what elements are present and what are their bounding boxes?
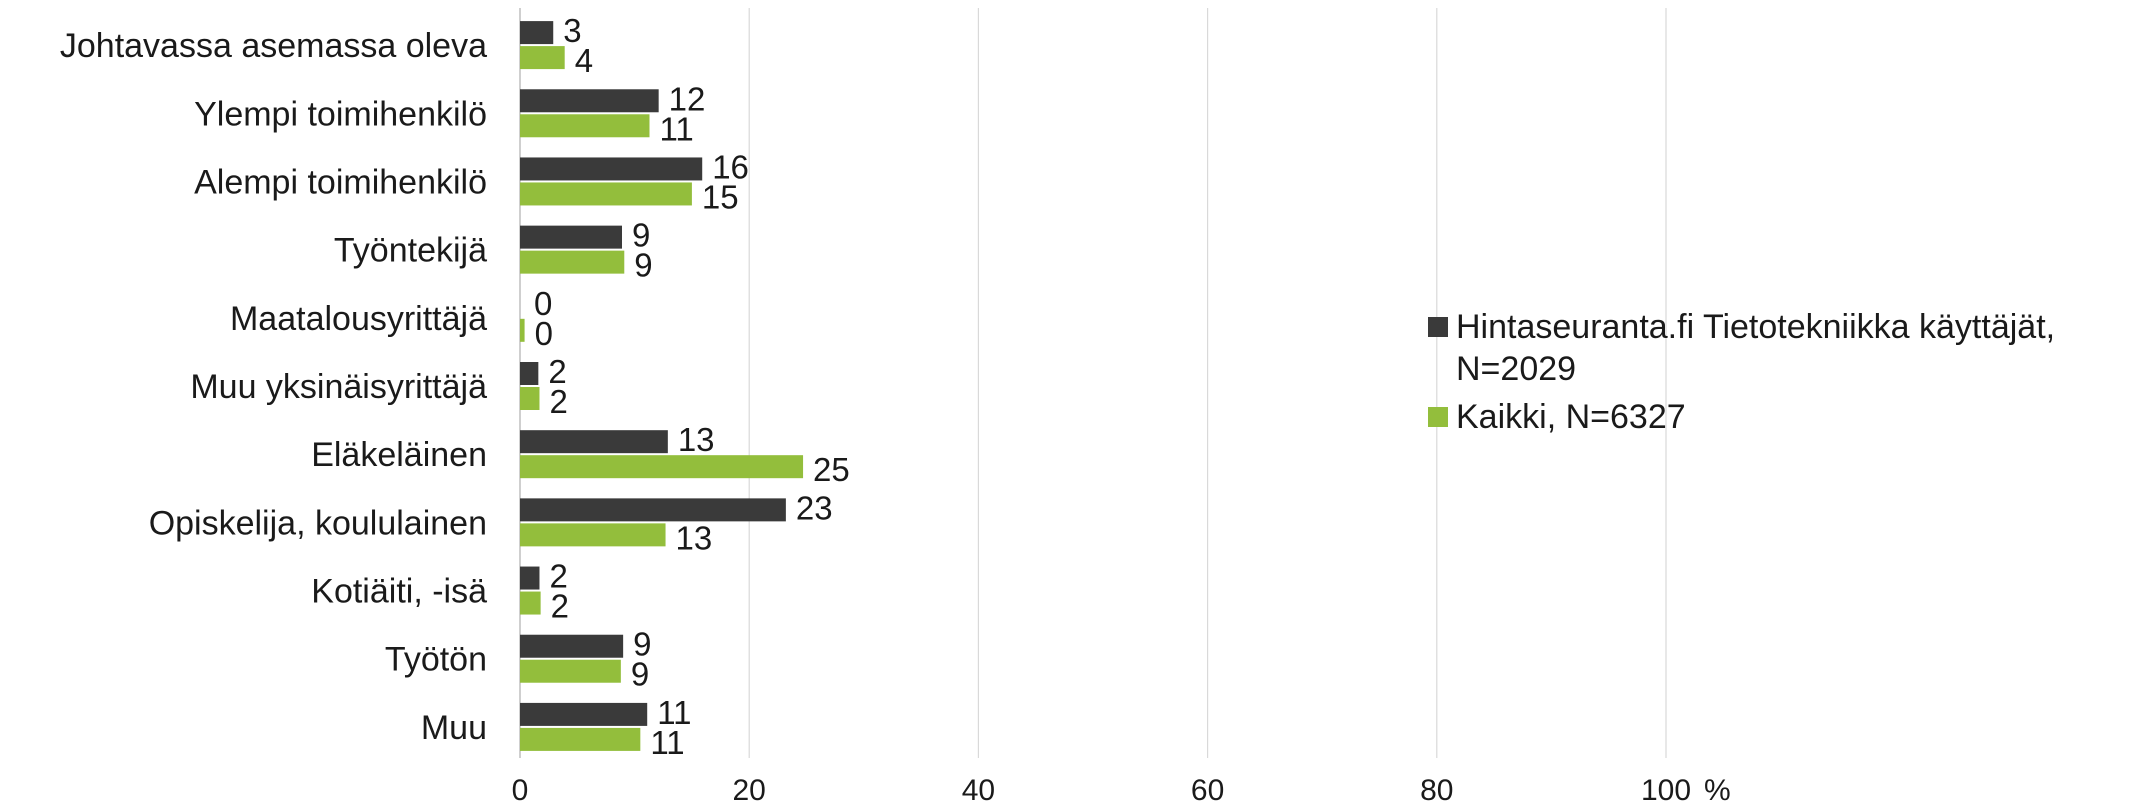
- bar-series-1: [520, 566, 540, 590]
- value-label-series-2: 0: [535, 315, 553, 352]
- value-label-series-2: 25: [813, 451, 850, 488]
- x-axis-unit: %: [1704, 774, 1731, 807]
- value-label-series-2: 13: [676, 519, 713, 556]
- bar-series-1: [520, 362, 539, 385]
- x-tick-label: 40: [962, 774, 995, 807]
- bar-series-1: [520, 430, 668, 454]
- value-label-series-2: 2: [551, 588, 569, 625]
- bar-series-1: [520, 498, 786, 522]
- value-label-series-1: 2: [549, 558, 567, 595]
- x-tick-label: 100: [1641, 774, 1691, 807]
- category-label: Alempi toimihenkilö: [194, 163, 487, 201]
- bar-series-2: [520, 523, 666, 547]
- gridlines: [519, 8, 1667, 758]
- bar-series-1: [520, 21, 554, 45]
- value-label-series-1: 2: [548, 353, 566, 390]
- category-label: Eläkeläinen: [311, 436, 487, 474]
- value-label-series-1: 11: [657, 694, 691, 731]
- legend-swatch-series-1: [1428, 317, 1448, 337]
- value-label-series-2: 11: [659, 110, 693, 147]
- value-label-series-1: 3: [563, 12, 581, 49]
- bar-series-2: [520, 455, 804, 479]
- category-label: Muu yksinäisyrittäjä: [190, 368, 487, 406]
- bar-series-2: [520, 659, 621, 683]
- value-label-series-1: 23: [796, 489, 833, 526]
- bar-series-1: [520, 157, 703, 181]
- value-label-series-1: 12: [669, 80, 706, 117]
- value-label-series-1: 16: [712, 148, 749, 185]
- x-tick-label: 20: [733, 774, 766, 807]
- x-tick-label: 60: [1191, 774, 1224, 807]
- category-label: Työtön: [385, 641, 487, 679]
- value-label-series-2: 9: [634, 247, 652, 284]
- legend-item-series-1: Hintaseuranta.fi Tietotekniikka käyttäjä…: [1428, 306, 2128, 390]
- value-label-series-2: 2: [549, 383, 567, 420]
- category-label: Opiskelija, koululainen: [149, 504, 487, 542]
- bar-series-2: [520, 182, 692, 206]
- legend-item-series-2: Kaikki, N=6327: [1428, 396, 2128, 438]
- value-label-series-2: 15: [702, 178, 739, 215]
- bar-series-2: [520, 387, 540, 410]
- legend-label-series-1: Hintaseuranta.fi Tietotekniikka käyttäjä…: [1456, 308, 2056, 388]
- x-axis-ticks: 0 20 40 60 80 100: [512, 774, 1691, 807]
- bar-series-2: [520, 591, 541, 615]
- value-label-series-2: 9: [631, 656, 649, 693]
- value-label-series-2: 4: [575, 42, 593, 79]
- bar-series-2: [520, 114, 650, 138]
- value-label-series-1: 13: [678, 421, 715, 458]
- bar-series-2: [520, 727, 641, 751]
- category-label: Johtavassa asemassa oleva: [60, 27, 487, 65]
- category-label: Muu: [421, 709, 487, 747]
- legend-label-series-2: Kaikki, N=6327: [1456, 398, 1686, 436]
- bars: [520, 21, 804, 751]
- value-label-series-2: 11: [650, 724, 684, 761]
- value-label-series-1: 0: [534, 285, 552, 322]
- legend: Hintaseuranta.fi Tietotekniikka käyttäjä…: [1428, 306, 2128, 444]
- value-label-series-1: 9: [633, 626, 651, 663]
- value-label-series-1: 9: [632, 217, 650, 254]
- category-labels: Johtavassa asemassa oleva Ylempi toimihen…: [60, 27, 487, 747]
- bar-series-2: [520, 250, 625, 274]
- x-tick-label: 0: [512, 774, 529, 807]
- category-label: Ylempi toimihenkilö: [194, 95, 487, 133]
- bar-series-1: [520, 225, 622, 249]
- category-label: Työntekijä: [334, 232, 487, 270]
- category-label: Maatalousyrittäjä: [230, 300, 487, 338]
- bar-series-1: [520, 702, 648, 726]
- bar-series-2: [520, 318, 525, 342]
- legend-swatch-series-2: [1428, 407, 1448, 427]
- x-tick-label: 80: [1420, 774, 1453, 807]
- category-label: Kotiäiti, -isä: [311, 573, 487, 611]
- bar-series-1: [520, 89, 659, 113]
- bar-series-1: [520, 634, 624, 658]
- bar-series-2: [520, 46, 565, 70]
